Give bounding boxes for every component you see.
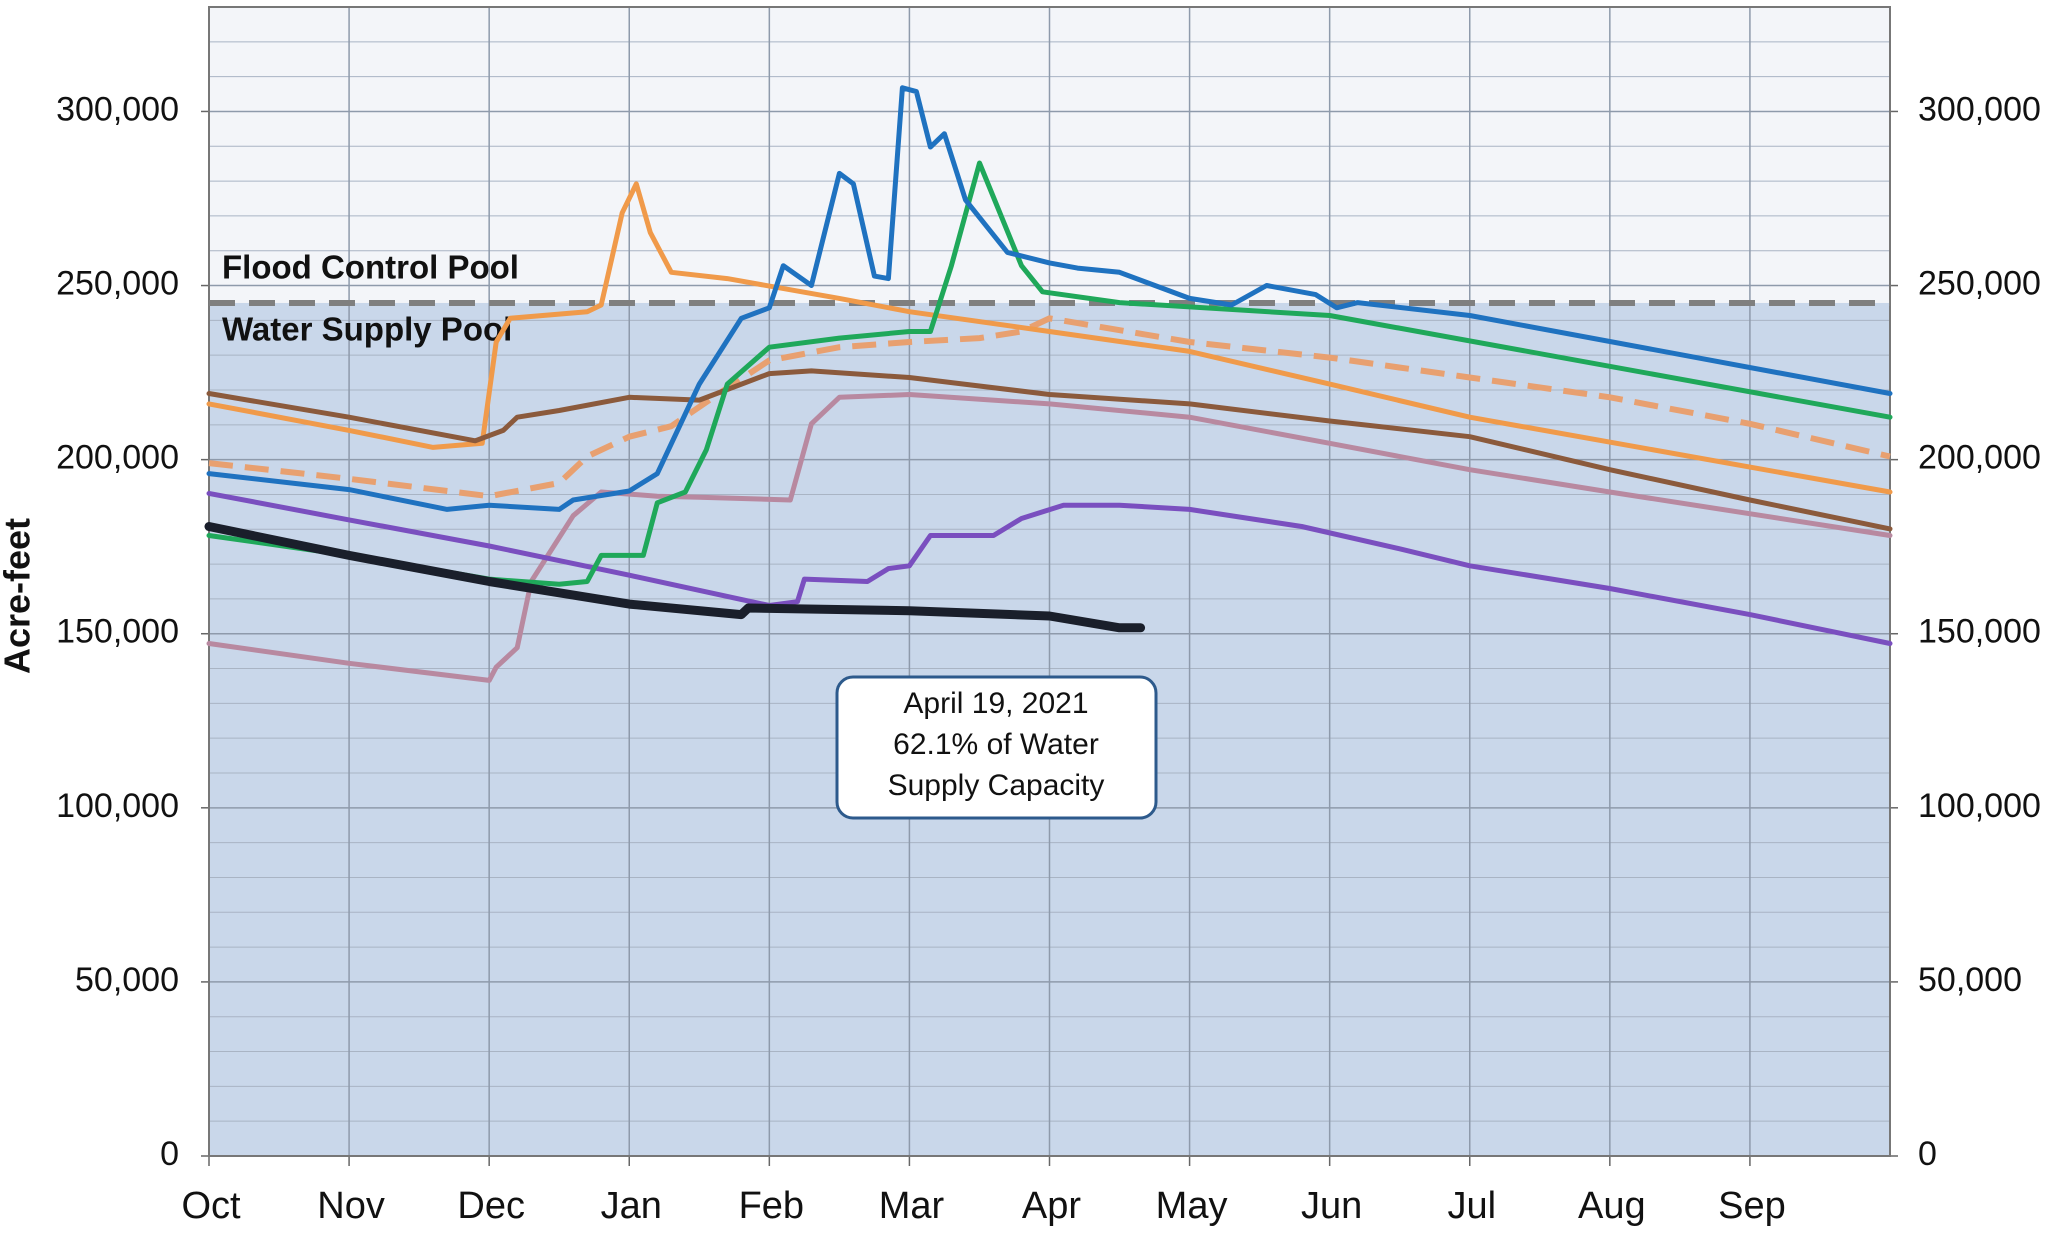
- x-tick-label: Mar: [879, 1185, 945, 1227]
- y-tick-label: 250,000: [56, 265, 179, 303]
- x-tick-label: Feb: [739, 1185, 804, 1227]
- series-line: [206, 181, 1893, 495]
- y2-tick-label: 200,000: [1918, 439, 2041, 477]
- pool-label: Flood Control Pool: [222, 249, 519, 286]
- y2-tick-label: 300,000: [1918, 90, 2041, 128]
- x-tick-label: Nov: [317, 1185, 385, 1227]
- series-line: [206, 160, 1893, 587]
- series-line: [206, 392, 1893, 683]
- annotation-box: [835, 675, 1158, 820]
- y2-tick-label: 100,000: [1918, 787, 2041, 825]
- pool-label: Water Supply Pool: [222, 311, 512, 348]
- y-axis-label: Acre-feet: [0, 518, 38, 674]
- series-line: [206, 490, 1893, 646]
- series-line: [206, 368, 1893, 532]
- x-tick-label: May: [1156, 1185, 1228, 1227]
- y-tick-label: 150,000: [56, 613, 179, 651]
- x-tick-label: Jan: [601, 1185, 662, 1227]
- y-tick-label: 100,000: [56, 787, 179, 825]
- series-line: [206, 85, 1893, 512]
- annotation-text: 62.1% of Water: [893, 728, 1099, 761]
- annotation-text: Supply Capacity: [888, 769, 1105, 802]
- series-line: [208, 315, 1891, 500]
- annotation-text: April 19, 2021: [903, 687, 1088, 720]
- x-tick-label: Dec: [457, 1185, 525, 1227]
- y-tick-label: 200,000: [56, 439, 179, 477]
- x-tick-label: Jul: [1447, 1185, 1496, 1227]
- y-tick-label: 300,000: [56, 90, 179, 128]
- x-tick-label: Oct: [181, 1185, 241, 1227]
- y-tick-label: 0: [160, 1135, 179, 1173]
- y2-tick-label: 0: [1918, 1135, 1937, 1173]
- y2-tick-label: 150,000: [1918, 613, 2041, 651]
- y-tick-label: 50,000: [75, 961, 179, 999]
- plot-frame: [208, 6, 1891, 1157]
- x-tick-label: Apr: [1022, 1185, 1081, 1227]
- y2-tick-label: 250,000: [1918, 265, 2041, 303]
- y2-tick-label: 50,000: [1918, 961, 2022, 999]
- x-tick-label: Jun: [1301, 1185, 1362, 1227]
- x-tick-label: Aug: [1578, 1185, 1646, 1227]
- x-tick-label: Sep: [1718, 1185, 1786, 1227]
- series-line: [204, 522, 1146, 633]
